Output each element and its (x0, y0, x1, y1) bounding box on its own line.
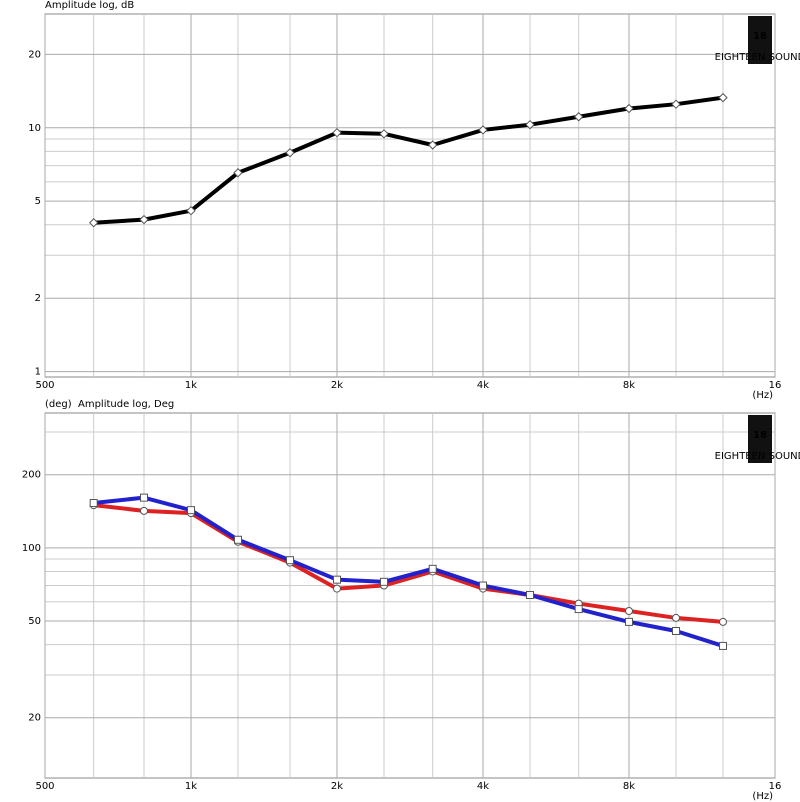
x-tick-label: 1k (185, 380, 197, 391)
x-unit: (Hz) (752, 791, 773, 802)
marker (333, 584, 341, 593)
x-tick-label: 1k (185, 781, 197, 792)
marker (625, 606, 633, 615)
series-line (93, 503, 724, 624)
x-unit: (Hz) (752, 390, 773, 401)
marker (332, 127, 342, 138)
marker (525, 119, 535, 130)
x-tick-label: 8k (623, 781, 635, 792)
plot-area (44, 412, 776, 779)
x-tick-label: 16 (769, 380, 782, 391)
x-tick-label: 2k (331, 781, 343, 792)
x-tick-label: 8k (623, 380, 635, 391)
y-tick-label: 1 (35, 367, 41, 378)
y-tick-label: 50 (28, 616, 41, 627)
chart-title: Amplitude log, dB (45, 0, 134, 11)
y-tick-label: 20 (28, 49, 41, 60)
marker (526, 590, 535, 599)
marker (187, 506, 195, 515)
marker (427, 140, 438, 150)
marker (428, 564, 437, 573)
x-tick-label: 4k (477, 380, 489, 391)
marker (478, 125, 488, 135)
marker (139, 493, 148, 502)
marker (88, 218, 99, 228)
marker (719, 617, 728, 626)
logo-number: 18 (753, 430, 767, 441)
marker (624, 103, 634, 114)
x-tick-label: 16 (769, 781, 782, 792)
series-line (93, 495, 724, 648)
marker (333, 575, 341, 584)
x-tick-label: 2k (331, 380, 343, 391)
marker (380, 577, 389, 586)
logo (748, 415, 772, 463)
logo-text: EIGHTEEN SOUND (715, 52, 800, 63)
logo (748, 16, 772, 64)
marker (89, 499, 98, 508)
x-tick-label: 500 (35, 380, 54, 391)
y-unit: (deg) (45, 399, 72, 410)
y-tick-label: 100 (22, 543, 41, 554)
logo-text: EIGHTEEN SOUND (715, 451, 800, 462)
marker (285, 148, 295, 158)
marker (718, 92, 728, 103)
marker (233, 168, 243, 178)
series-line (93, 95, 724, 225)
logo-number: 18 (753, 31, 767, 42)
y-tick-label: 10 (28, 123, 41, 134)
y-tick-label: 20 (28, 713, 41, 724)
marker (672, 626, 681, 635)
marker (719, 641, 728, 650)
marker (574, 605, 583, 614)
plot-area (44, 13, 776, 378)
marker (379, 129, 389, 139)
marker (625, 617, 633, 626)
y-tick-label: 2 (35, 293, 41, 304)
marker (573, 112, 584, 122)
x-tick-label: 4k (477, 781, 489, 792)
marker (139, 214, 149, 225)
marker (186, 205, 196, 216)
marker (479, 581, 487, 590)
marker (234, 535, 243, 544)
x-tick-label: 500 (35, 781, 54, 792)
chart-title: Amplitude log, Deg (78, 399, 174, 410)
marker (671, 99, 681, 109)
marker (672, 613, 681, 622)
y-tick-label: 5 (35, 196, 41, 207)
marker (139, 506, 148, 515)
marker (285, 556, 294, 565)
y-tick-label: 200 (22, 470, 41, 481)
